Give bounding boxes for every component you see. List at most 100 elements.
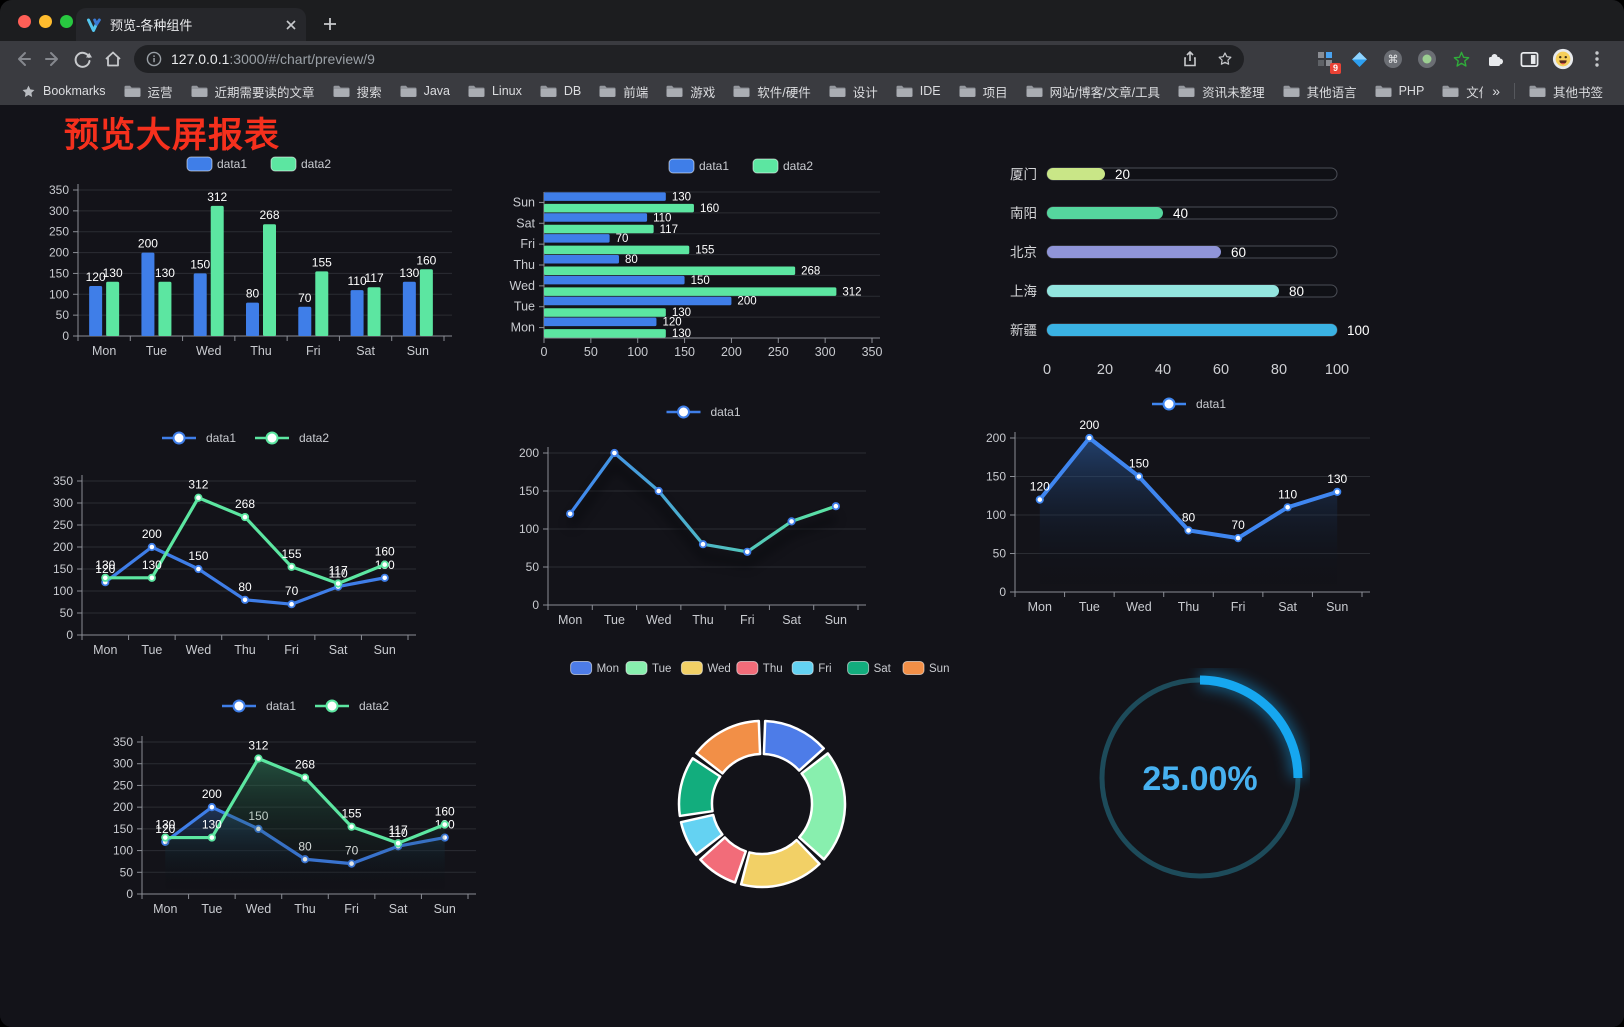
svg-text:Sat: Sat [782, 613, 801, 627]
bookmark-folder[interactable]: 其他语言 [1274, 82, 1366, 101]
window-zoom-button[interactable] [60, 15, 73, 28]
bookmark-star-icon[interactable] [1212, 46, 1238, 72]
svg-text:268: 268 [259, 208, 279, 222]
bookmark-folder[interactable]: 搜索 [324, 82, 391, 101]
extension-green-star-icon[interactable] [1450, 48, 1472, 70]
svg-text:120: 120 [1030, 480, 1050, 494]
svg-text:312: 312 [188, 478, 208, 492]
progress-bar-chart: 厦门 20 南阳 40 北京 60 上海 80 新疆 100 0 20 40 60 80 100 [985, 150, 1387, 395]
bookmark-folder[interactable]: 项目 [950, 82, 1017, 101]
bookmark-folder[interactable]: 前端 [590, 82, 657, 101]
svg-text:130: 130 [672, 307, 691, 319]
bookmark-folder[interactable]: 资讯未整理 [1169, 82, 1274, 101]
reload-button[interactable] [68, 44, 98, 74]
bookmark-folder[interactable]: 文件服务器 [1433, 82, 1483, 101]
svg-text:北京: 北京 [1010, 245, 1037, 260]
svg-text:Sat: Sat [329, 643, 348, 657]
bookmark-folder[interactable]: DB [531, 82, 590, 101]
svg-text:300: 300 [815, 345, 836, 359]
extension-recorder-icon[interactable] [1416, 48, 1438, 70]
bookmark-folder[interactable]: 运营 [115, 82, 182, 101]
svg-text:Mon: Mon [558, 613, 582, 627]
tab-title: 预览-各种组件 [110, 18, 193, 33]
home-button[interactable] [98, 44, 128, 74]
svg-text:150: 150 [986, 470, 1006, 484]
window-close-button[interactable] [18, 15, 31, 28]
svg-text:Fri: Fri [284, 643, 299, 657]
svg-text:Sat: Sat [1278, 600, 1297, 614]
site-info-icon[interactable] [146, 51, 162, 67]
extension-diamond-icon[interactable] [1348, 48, 1370, 70]
bookmark-folder[interactable]: Java [391, 82, 459, 101]
grouped-bar-chart: data1 data2 0 50 100 150 200 250 300 350 Mon Tue Wed… [40, 150, 460, 370]
svg-text:150: 150 [188, 549, 208, 563]
share-icon[interactable] [1177, 46, 1203, 72]
svg-text:120: 120 [86, 270, 106, 284]
svg-text:80: 80 [1271, 362, 1287, 378]
svg-text:130: 130 [103, 266, 123, 280]
svg-text:250: 250 [768, 345, 789, 359]
svg-text:Thu: Thu [1178, 600, 1200, 614]
bookmark-folder[interactable]: PHP [1366, 82, 1434, 101]
svg-text:155: 155 [695, 245, 714, 257]
bookmark-folder[interactable]: 软件/硬件 [724, 82, 819, 101]
svg-text:50: 50 [993, 547, 1007, 561]
forward-button[interactable] [38, 44, 68, 74]
svg-text:100: 100 [53, 584, 73, 598]
new-tab-button[interactable] [316, 10, 344, 38]
svg-text:350: 350 [113, 735, 133, 749]
other-bookmarks-folder[interactable]: 其他书签 [1520, 82, 1612, 101]
svg-text:200: 200 [49, 246, 69, 260]
svg-text:200: 200 [737, 296, 756, 308]
svg-text:160: 160 [416, 253, 436, 267]
folder-icon [666, 85, 683, 98]
menu-kebab-icon[interactable] [1586, 48, 1608, 70]
bookmarks-overflow-chevron[interactable]: » [1492, 83, 1500, 99]
browser-tab[interactable]: 预览-各种组件 [76, 8, 306, 41]
svg-text:130: 130 [672, 191, 691, 203]
extension-command-icon[interactable]: ⌘ [1382, 48, 1404, 70]
folder-icon [733, 85, 750, 98]
bookmark-folder[interactable]: 设计 [820, 82, 887, 101]
window-minimize-button[interactable] [39, 15, 52, 28]
svg-text:Sun: Sun [434, 902, 456, 916]
svg-text:data1: data1 [711, 405, 741, 419]
profile-avatar[interactable] [1552, 48, 1574, 70]
svg-text:data2: data2 [359, 699, 389, 713]
extension-row: 9 ⌘ [1314, 48, 1616, 74]
page-content: 预览大屏报表 data1 data2 0 50 100 150 200 250 300 350 Mo… [0, 105, 1624, 1027]
svg-text:100: 100 [113, 844, 133, 858]
svg-text:Wed: Wed [246, 902, 272, 916]
folder-icon [540, 85, 557, 98]
bookmarks-root-item[interactable]: Bookmarks [12, 84, 115, 99]
side-panel-icon[interactable] [1518, 48, 1540, 70]
url-bar[interactable]: 127.0.0.1:3000/#/chart/preview/9 [134, 45, 1244, 73]
svg-text:150: 150 [53, 562, 73, 576]
svg-text:40: 40 [1173, 206, 1188, 221]
svg-text:268: 268 [295, 758, 315, 772]
svg-text:data2: data2 [301, 157, 331, 171]
svg-text:155: 155 [342, 807, 362, 821]
svg-text:data1: data1 [699, 159, 729, 173]
svg-text:厦门: 厦门 [1010, 167, 1037, 182]
bookmark-folder[interactable]: 游戏 [657, 82, 724, 101]
bookmark-folder[interactable]: 网站/博客/文章/工具 [1017, 82, 1169, 101]
svg-text:Fri: Fri [306, 344, 321, 358]
extension-grid-icon[interactable]: 9 [1314, 48, 1341, 74]
svg-text:Sun: Sun [825, 613, 847, 627]
svg-text:0: 0 [62, 329, 69, 343]
svg-text:data1: data1 [206, 431, 236, 445]
svg-text:Wed: Wed [196, 344, 222, 358]
tab-close-icon[interactable] [286, 19, 296, 30]
extension-badge: 9 [1329, 63, 1341, 74]
bookmark-folder[interactable]: IDE [887, 82, 950, 101]
svg-text:130: 130 [399, 266, 419, 280]
svg-text:80: 80 [238, 580, 252, 594]
svg-text:160: 160 [375, 545, 395, 559]
svg-text:130: 130 [672, 328, 691, 340]
bookmark-folder[interactable]: Linux [459, 82, 531, 101]
back-button[interactable] [8, 44, 38, 74]
bookmarks-root-label: Bookmarks [43, 84, 106, 98]
extensions-puzzle-icon[interactable] [1484, 48, 1506, 70]
bookmark-folder[interactable]: 近期需要读的文章 [182, 82, 324, 101]
